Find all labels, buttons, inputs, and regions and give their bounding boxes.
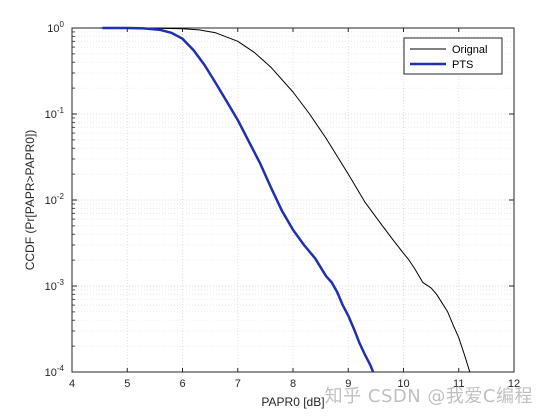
x-tick-label: 5	[124, 378, 130, 390]
legend-label: PTS	[452, 59, 473, 71]
series-line-orignal	[99, 27, 471, 373]
y-axis-label: CCDF (Pr[PAPR>PAPR0])	[23, 130, 37, 271]
x-tick-label: 12	[508, 378, 520, 390]
x-axis-label: PAPR0 [dB]	[261, 395, 324, 409]
x-tick-label: 10	[397, 378, 409, 390]
x-tick-label: 9	[345, 378, 351, 390]
x-tick-label: 4	[69, 378, 75, 390]
x-tick-label: 7	[235, 378, 241, 390]
series-lines	[99, 26, 471, 373]
series-line-pts	[102, 26, 375, 373]
x-tick-label: 6	[179, 378, 185, 390]
legend-label: Orignal	[452, 44, 487, 56]
x-tick-label: 11	[453, 378, 464, 390]
x-tick-label: 8	[290, 378, 296, 390]
legend: Orignal PTS	[403, 37, 503, 75]
watermark: 知乎 CSDN @我爱C编程	[324, 386, 533, 407]
legend-box	[403, 37, 503, 75]
